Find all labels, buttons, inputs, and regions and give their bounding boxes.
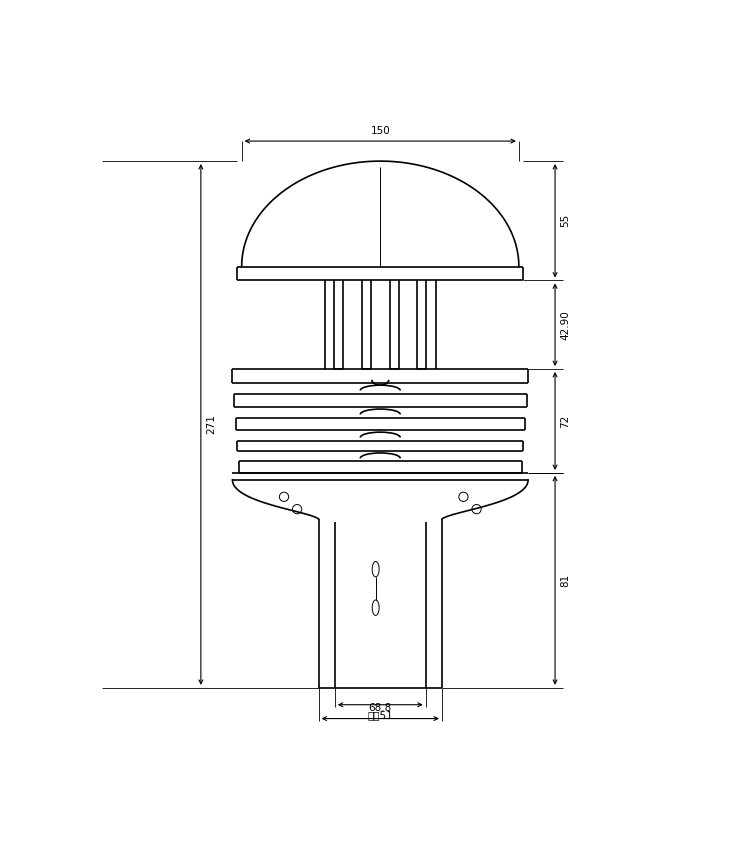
Text: 内冓51: 内冓51 [367,710,393,720]
Text: 150: 150 [370,125,390,136]
Text: 72: 72 [560,414,571,428]
Text: 68.8: 68.8 [369,703,392,713]
Text: 81: 81 [560,573,571,587]
Text: 42.90: 42.90 [560,310,571,339]
Text: 55: 55 [560,214,571,227]
Text: 271: 271 [206,414,216,434]
